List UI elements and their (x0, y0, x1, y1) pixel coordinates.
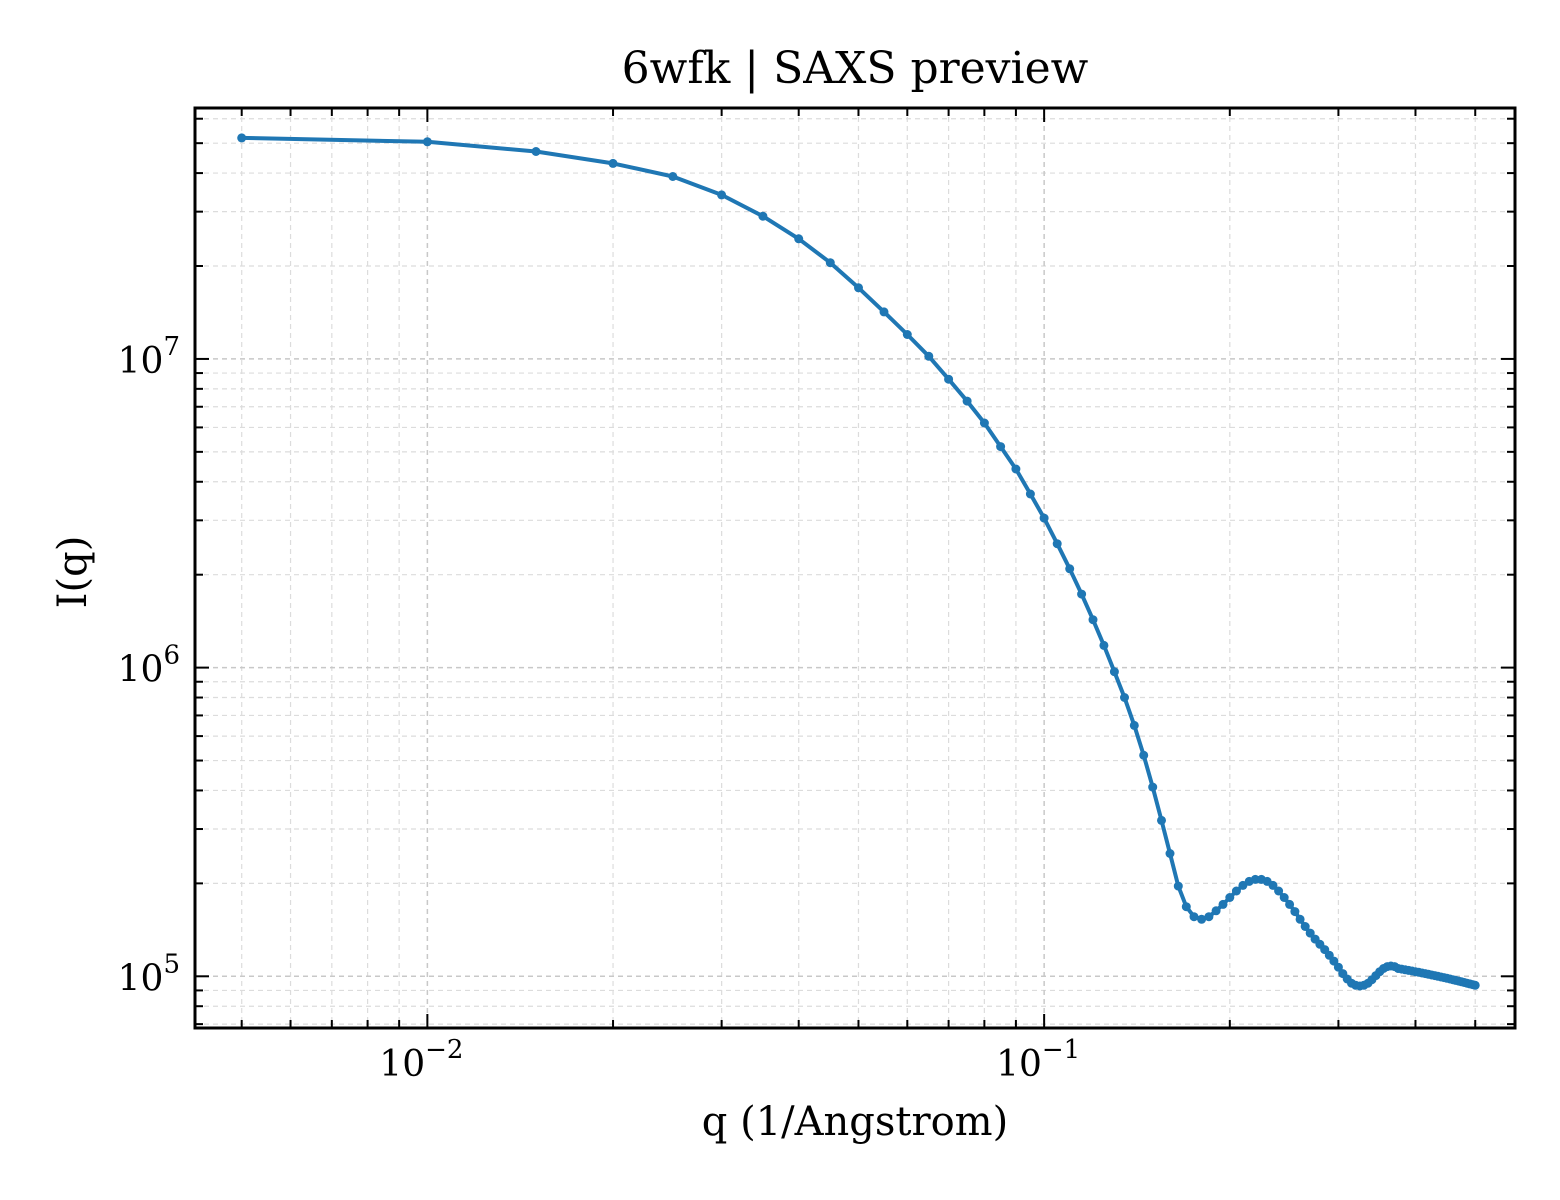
data-point (1204, 912, 1214, 922)
data-point (1295, 914, 1305, 924)
data-point (1088, 615, 1098, 625)
data-point (1025, 489, 1035, 499)
data-point (1268, 880, 1278, 890)
data-point (1333, 962, 1343, 972)
axis-ticks (195, 108, 1515, 1028)
data-point (944, 374, 954, 384)
major-grid (195, 108, 1515, 1028)
data-point (1211, 906, 1221, 916)
x-tick-label: 10−1 (996, 1035, 1080, 1085)
data-point (1139, 750, 1149, 760)
data-point (1274, 886, 1284, 896)
y-tick-label: 107 (118, 332, 180, 382)
data-point (237, 133, 247, 143)
data-point (1197, 914, 1207, 924)
x-axis-label: q (1/Angstrom) (702, 1099, 1008, 1145)
data-point (825, 258, 835, 268)
data-point (924, 351, 934, 361)
data-point (1173, 881, 1183, 891)
data-point (962, 396, 972, 406)
data-point (854, 283, 863, 293)
data-point (1305, 928, 1315, 938)
data-point (1129, 720, 1139, 730)
data-point (1109, 667, 1119, 677)
data-point (1290, 907, 1300, 917)
data-series (237, 133, 1480, 991)
data-point (902, 330, 912, 339)
data-point (794, 234, 804, 244)
data-point (1225, 893, 1235, 902)
data-point (1181, 902, 1191, 912)
data-point (1120, 693, 1129, 702)
data-point (1285, 899, 1295, 909)
data-point (531, 147, 541, 156)
data-point (1279, 893, 1289, 902)
minor-grid (195, 108, 1515, 1028)
data-point (1011, 464, 1021, 474)
data-point (979, 418, 989, 428)
tick-labels: 10−2 10−1 105 106 107 (118, 332, 1081, 1085)
data-point (1099, 640, 1109, 650)
data-point (1231, 886, 1241, 896)
chart-title: 6wfk | SAXS preview (622, 43, 1089, 94)
data-point (1039, 513, 1049, 523)
y-axis-label: I(q) (50, 536, 96, 609)
y-tick-label: 106 (118, 641, 180, 691)
data-point (422, 137, 432, 147)
data-point (1470, 980, 1480, 990)
y-tick-label: 105 (118, 949, 180, 999)
data-point (758, 211, 768, 221)
data-point (1157, 815, 1166, 825)
data-point (1300, 922, 1310, 931)
data-point (996, 442, 1006, 452)
data-point (1077, 589, 1087, 599)
data-point (668, 172, 678, 181)
data-point (1218, 899, 1228, 909)
x-tick-label: 10−2 (379, 1035, 463, 1085)
data-point (1148, 782, 1158, 792)
data-point (1189, 912, 1199, 922)
data-point (608, 158, 618, 168)
plot-frame (193, 106, 1517, 1030)
data-point (1165, 849, 1175, 858)
data-point (717, 190, 727, 200)
data-point (879, 307, 889, 317)
data-point (1065, 564, 1075, 574)
data-point (1052, 539, 1062, 549)
